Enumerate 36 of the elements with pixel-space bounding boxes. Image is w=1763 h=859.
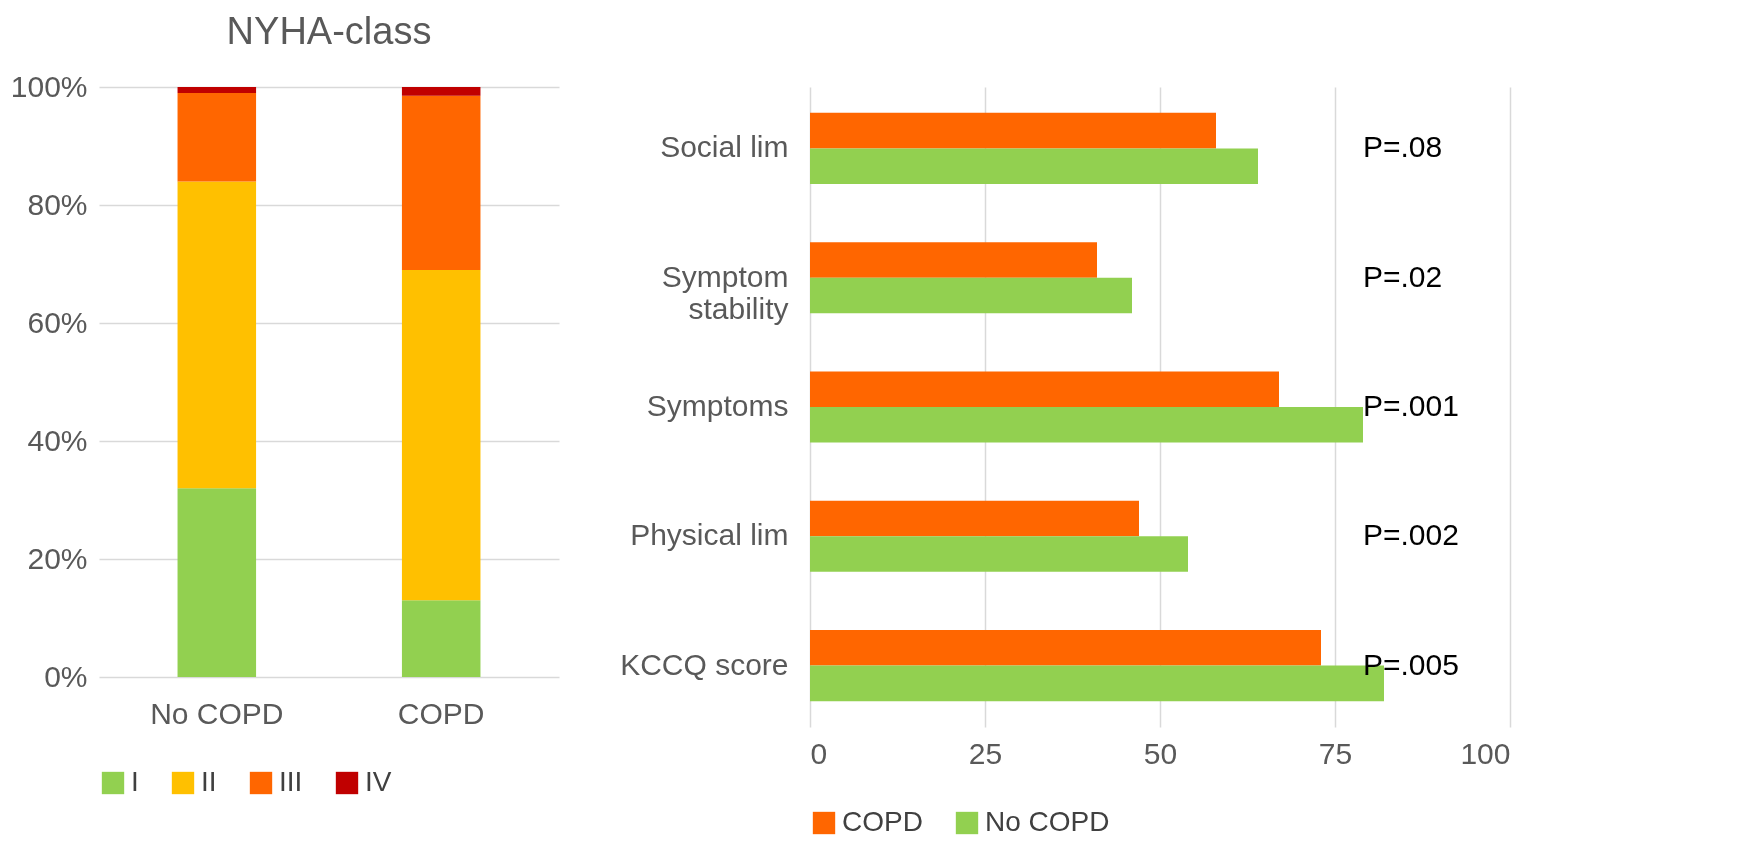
annotation: P=.002: [1363, 518, 1459, 552]
x-tick-label: 50: [1143, 736, 1178, 770]
x-tick-label: 75: [1318, 736, 1353, 770]
legend-label: II: [201, 766, 217, 797]
x-tick-label: 0: [810, 736, 828, 770]
legend-label: I: [131, 766, 139, 797]
y-tick-label: Symptom stability: [661, 259, 789, 325]
legend-label: III: [279, 766, 303, 797]
bar: [401, 600, 481, 677]
y-tick-label: KCCQ score: [620, 647, 789, 681]
bar: [177, 92, 257, 182]
bar: [401, 95, 481, 270]
x-tick-label: 25: [968, 736, 1003, 770]
annotation: P=.08: [1363, 130, 1443, 164]
bar: [177, 181, 257, 489]
bar: [401, 87, 481, 96]
legend-label: COPD: [842, 806, 923, 837]
y-tick-label: Physical lim: [630, 518, 789, 552]
bar: [177, 488, 257, 677]
annotation: P=.001: [1363, 389, 1459, 422]
y-tick-label: 20%: [27, 541, 88, 575]
legend-label: IV: [365, 766, 392, 797]
y-tick-label: 100%: [10, 69, 88, 103]
y-tick-label: 40%: [27, 423, 88, 457]
chart-title: NYHA-class: [226, 10, 432, 52]
x-tick-label: 100: [1460, 736, 1511, 770]
annotation: P=.005: [1363, 647, 1459, 681]
y-tick-label: 60%: [27, 305, 88, 339]
bar: [401, 269, 481, 601]
y-tick-label: 0%: [44, 659, 88, 693]
bar: [177, 87, 257, 93]
legend-label: No COPD: [985, 806, 1110, 837]
annotation: P=.02: [1363, 259, 1443, 293]
y-tick-label: Symptoms: [646, 389, 789, 422]
y-tick-label: Social lim: [660, 130, 789, 164]
y-tick-label: 80%: [27, 187, 88, 221]
